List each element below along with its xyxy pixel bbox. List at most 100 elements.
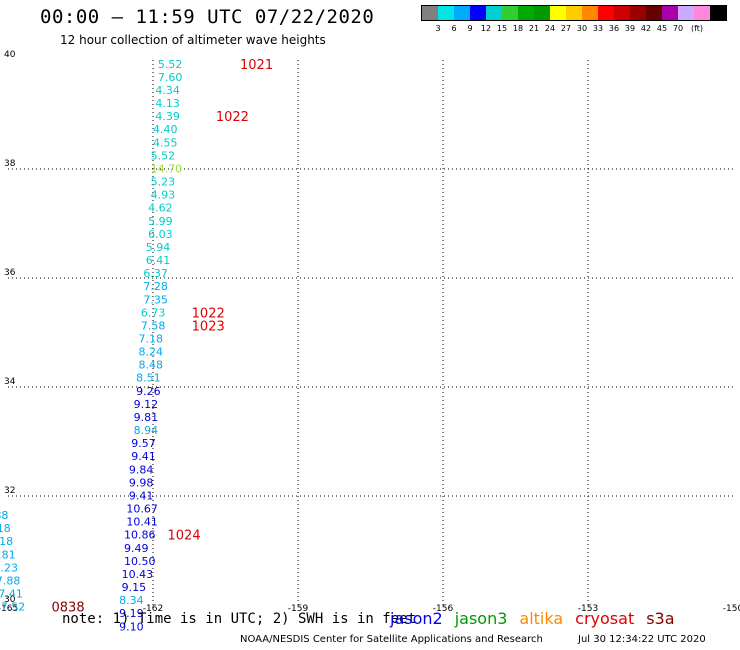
swh-value: 5.23 [151, 176, 176, 189]
time-label: 1024 [168, 529, 201, 544]
swh-value: 9.98 [129, 476, 154, 489]
legend-swatch [598, 6, 614, 20]
x-tick-label: -165 [0, 604, 18, 614]
legend-ticks: 3 6 9 12 15 18 21 24 27 30 33 36 39 42 45 70 (ft) [421, 21, 727, 35]
swh-value: 5.52 [158, 58, 183, 71]
time-label: 1022 [192, 306, 225, 321]
swh-value: 9.41 [131, 450, 156, 463]
legend-swatch [646, 6, 662, 20]
swh-value: 7.88 [0, 574, 20, 587]
legend-swatch [550, 6, 566, 20]
legend-tick-label: 6 [451, 24, 457, 33]
swh-value: 9.12 [134, 398, 159, 411]
y-tick-label: 32 [4, 486, 15, 496]
swh-value: 7.41 [0, 588, 23, 601]
legend-swatch [422, 6, 438, 20]
legend-tick-label: 30 [576, 24, 588, 33]
swh-value: 10.43 [122, 568, 154, 581]
legend-swatch [614, 6, 630, 20]
footer-note: note: 1) Time is in UTC; 2) SWH is in fe… [62, 611, 417, 627]
legend-swatch [678, 6, 694, 20]
swh-value: 4.34 [155, 84, 180, 97]
swh-value: 7.18 [0, 535, 13, 548]
swh-value: 9.84 [129, 463, 154, 476]
swh-value: 9.10 [119, 620, 143, 633]
legend-tick-label: 24 [544, 24, 556, 33]
swh-value: 9.41 [129, 489, 154, 502]
legend-tick-label: 33 [592, 24, 604, 33]
mission-label: s3a [646, 609, 675, 628]
mission-label: jason2 [390, 609, 443, 628]
swh-value: 8.34 [119, 594, 143, 607]
legend-tick-label: 12 [480, 24, 492, 33]
y-tick-label: 40 [4, 50, 16, 60]
swh-value: 5.99 [148, 215, 173, 228]
x-tick-label: -150 [723, 604, 740, 614]
chart-subtitle: 12 hour collection of altimeter wave hei… [60, 33, 326, 47]
swh-value: 9.26 [136, 385, 161, 398]
time-label: 1021 [240, 58, 273, 73]
swh-value: 6.88 [0, 509, 8, 522]
swh-value: 4.55 [153, 136, 178, 149]
swh-value: 9.49 [124, 542, 149, 555]
legend-swatch [694, 6, 710, 20]
legend-swatch [454, 6, 470, 20]
swh-value: 4.40 [153, 123, 178, 136]
legend-swatch [502, 6, 518, 20]
swh-value: 8.48 [139, 359, 164, 372]
swh-value: 7.18 [0, 522, 11, 535]
legend-swatches [421, 5, 727, 21]
swh-value: 10.41 [126, 516, 157, 529]
x-tick-label: -156 [433, 604, 454, 614]
swh-value: 14.70 [151, 162, 183, 175]
legend-tick-label: 3 [435, 24, 441, 33]
swh-value: 7.35 [143, 293, 168, 306]
swh-value: 4.13 [155, 97, 180, 110]
swh-value: 6.41 [146, 254, 171, 267]
swh-value: 6.03 [148, 228, 173, 241]
legend-swatch [486, 6, 502, 20]
swh-value: 7.58 [141, 319, 166, 332]
legend-tick-label: 9 [467, 24, 473, 33]
credit-line: NOAA/NESDIS Center for Satellite Applica… [240, 634, 543, 645]
swh-value: 4.62 [148, 202, 173, 215]
y-tick-label: 38 [4, 159, 16, 169]
swh-value: 8.24 [139, 346, 164, 359]
swh-value: 9.19 [119, 607, 143, 620]
mission-label: altika [519, 609, 564, 628]
time-label: 0838 [52, 601, 85, 616]
legend-swatch [438, 6, 454, 20]
swh-value: 6.73 [141, 306, 166, 319]
swh-value: 10.67 [126, 503, 157, 516]
mission-legend: jason2 jason3 altika cryosat s3a [390, 609, 687, 628]
swh-value: 6.81 [0, 548, 16, 561]
swh-value: 8.51 [136, 372, 161, 385]
legend-tick-label: 45 [656, 24, 668, 33]
swh-value: 6.37 [143, 267, 168, 280]
legend-tick-label: 21 [528, 24, 540, 33]
swh-value: 6.23 [0, 561, 18, 574]
generation-timestamp: Jul 30 12:34:22 UTC 2020 [578, 634, 706, 645]
swh-value: 10.86 [124, 529, 156, 542]
legend-swatch [662, 6, 678, 20]
legend-swatch [534, 6, 550, 20]
mission-label: jason3 [454, 609, 508, 628]
swh-value: 7.28 [143, 280, 168, 293]
swh-value: 10.50 [124, 555, 156, 568]
swh-value: 5.52 [151, 149, 176, 162]
swh-value: 7.18 [139, 332, 164, 345]
legend-tick-label: 15 [496, 24, 508, 33]
swh-value: 5.94 [146, 241, 171, 254]
swh-value: 9.15 [122, 581, 147, 594]
swh-value: 7.60 [158, 71, 183, 84]
legend-tick-label: 39 [624, 24, 636, 33]
legend-swatch [582, 6, 598, 20]
time-label: 1022 [216, 110, 249, 125]
legend-tick-label: 27 [560, 24, 572, 33]
legend-swatch [630, 6, 646, 20]
legend-swatch [566, 6, 582, 20]
swh-value: 4.93 [151, 189, 176, 202]
y-tick-label: 36 [4, 268, 16, 278]
swh-value: 7.52 [1, 601, 26, 614]
